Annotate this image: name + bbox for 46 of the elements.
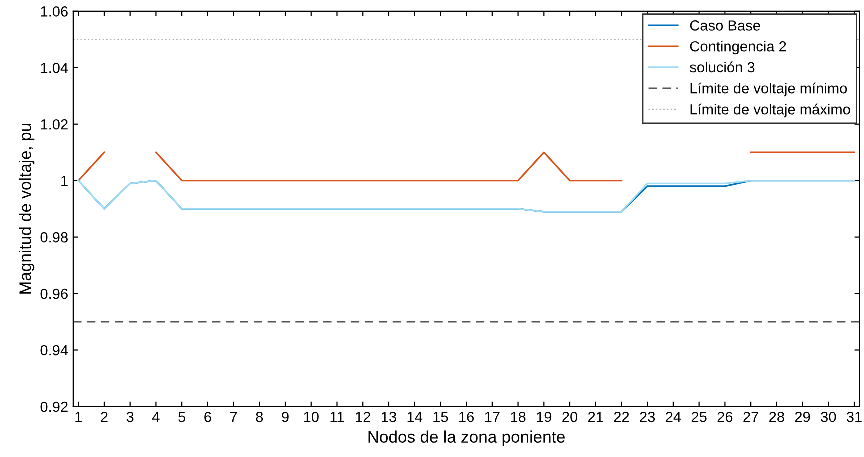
x-tick-label: 28 — [770, 412, 784, 422]
x-tick-label: 24 — [666, 412, 682, 422]
x-tick-label: 11 — [330, 412, 344, 422]
legend-label: solución 3 — [690, 62, 755, 73]
x-tick-label: 14 — [408, 412, 423, 422]
x-tick-label: 23 — [640, 412, 656, 422]
x-tick-label: 1 — [76, 412, 82, 422]
y-tick-label: 1.02 — [41, 119, 68, 130]
y-tick-label: 1 — [62, 176, 68, 186]
x-tick-label: 10 — [304, 412, 319, 422]
x-tick-label: 15 — [434, 412, 448, 422]
x-tick-label: 17 — [485, 412, 500, 422]
legend-label: Límite de voltaje mínimo — [690, 82, 848, 97]
y-tick-label: 0.96 — [40, 288, 68, 300]
x-tick-label: 22 — [614, 412, 630, 422]
x-tick-label: 31 — [846, 412, 862, 422]
x-tick-label: 3 — [126, 412, 134, 422]
x-tick-label: 4 — [152, 412, 160, 422]
x-tick-label: 29 — [795, 412, 810, 422]
y-tick-label: 1.04 — [41, 63, 68, 74]
x-tick-label: 20 — [562, 412, 578, 422]
x-tick-label: 19 — [537, 412, 552, 422]
legend-label: Contingencia 2 — [690, 41, 786, 55]
x-tick-label: 7 — [230, 412, 238, 422]
y-tick-label: 0.98 — [40, 232, 68, 243]
x-tick-label: 27 — [744, 412, 758, 422]
y-axis-title: Magnitud de voltaje, pu — [19, 124, 35, 294]
y-tick-label: 0.92 — [40, 402, 68, 412]
x-tick-label: 12 — [356, 412, 370, 422]
x-tick-label: 5 — [178, 412, 186, 422]
x-tick-label: 9 — [282, 412, 289, 422]
x-tick-label: 13 — [382, 412, 396, 422]
legend-label: Límite de voltaje máximo — [690, 104, 850, 118]
x-tick-label: 16 — [460, 412, 474, 422]
y-tick-label: 1.06 — [41, 6, 68, 17]
x-tick-label: 18 — [511, 412, 526, 422]
x-tick-label: 26 — [718, 412, 733, 422]
x-axis-title: Nodos de la zona poniente — [368, 430, 565, 446]
x-tick-label: 25 — [692, 412, 707, 422]
y-tick-label: 0.94 — [40, 345, 68, 356]
x-tick-label: 21 — [588, 412, 604, 422]
x-tick-label: 2 — [101, 412, 108, 422]
x-tick-label: 8 — [256, 412, 264, 422]
x-tick-label: 6 — [204, 412, 212, 422]
x-tick-label: 30 — [821, 412, 836, 422]
legend-label: Caso Base — [690, 20, 760, 31]
